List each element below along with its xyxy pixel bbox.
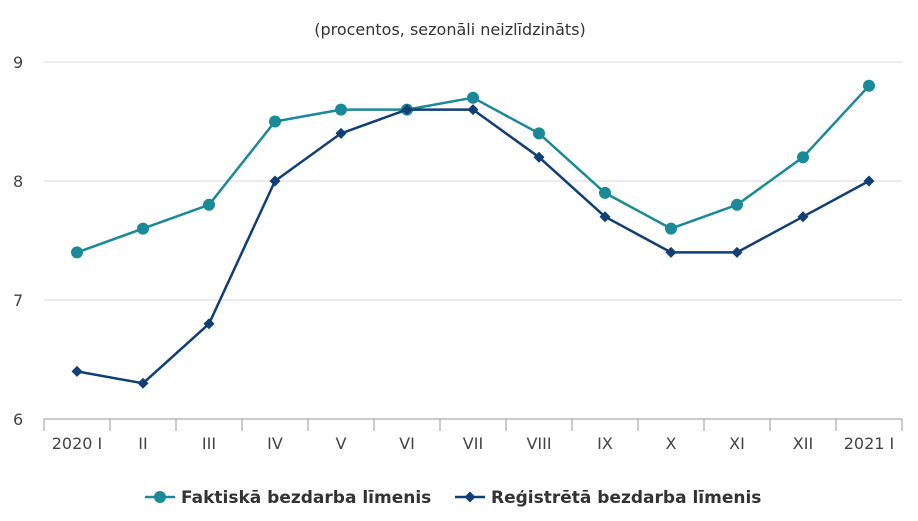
x-tick-label: 2021 I: [844, 434, 895, 453]
data-point: [665, 222, 677, 235]
series-2: [71, 104, 875, 389]
y-tick-label: 8: [13, 172, 23, 191]
y-tick-label: 6: [13, 410, 23, 429]
data-point: [137, 377, 149, 389]
y-axis: 6 7 8 9: [13, 53, 23, 429]
data-point: [797, 151, 809, 164]
data-point: [269, 175, 281, 187]
legend-marker: [464, 491, 476, 503]
x-tick-label: VIII: [526, 434, 551, 453]
data-point: [797, 211, 809, 223]
y-tick-label: 9: [13, 53, 23, 72]
data-point: [599, 211, 611, 223]
x-tick-label: 2020 I: [52, 434, 103, 453]
data-point: [533, 151, 545, 163]
chart-subtitle: (procentos, sezonāli neizlīdzināts): [314, 20, 586, 39]
series-layer: [71, 79, 875, 389]
x-tick-label: XI: [729, 434, 745, 453]
legend-label: Faktiskā bezdarba līmenis: [181, 488, 431, 508]
x-tick-label: V: [336, 434, 347, 453]
data-point: [467, 91, 479, 104]
legend-item: Faktiskā bezdarba līmenis: [145, 488, 431, 508]
legend: Faktiskā bezdarba līmenis Reģistrētā bezd…: [145, 488, 761, 508]
x-tick-label: II: [138, 434, 147, 453]
data-point: [533, 127, 545, 140]
series-line: [76, 108, 870, 385]
data-point: [137, 222, 149, 235]
gridlines: [44, 61, 902, 301]
x-tick-label: X: [666, 434, 677, 453]
data-point: [335, 127, 347, 139]
data-point: [203, 198, 215, 211]
data-point: [863, 175, 875, 187]
x-tick-label: VII: [463, 434, 483, 453]
data-point: [71, 365, 83, 377]
x-tick-label: XII: [793, 434, 813, 453]
data-point: [731, 246, 743, 258]
data-point: [863, 79, 875, 92]
legend-item: Reģistrētā bezdarba līmenis: [455, 488, 761, 508]
data-point: [71, 246, 83, 259]
x-tick-label: IV: [267, 434, 283, 453]
x-axis: 2020 I II III IV V VI VII VIII IX X XI XII 2021 I: [43, 418, 903, 453]
data-point: [665, 246, 677, 258]
series-1: [71, 79, 875, 259]
data-point: [467, 104, 479, 116]
x-tick-label: VI: [399, 434, 415, 453]
data-point: [599, 186, 611, 199]
y-tick-label: 7: [13, 291, 23, 310]
data-point: [203, 318, 215, 330]
legend-marker: [154, 491, 166, 503]
x-tick-label: IX: [597, 434, 613, 453]
data-point: [731, 198, 743, 211]
data-point: [335, 103, 347, 116]
x-tick-label: III: [202, 434, 216, 453]
data-point: [269, 115, 281, 128]
data-point: [401, 104, 413, 116]
legend-label: Reģistrētā bezdarba līmenis: [491, 488, 761, 508]
